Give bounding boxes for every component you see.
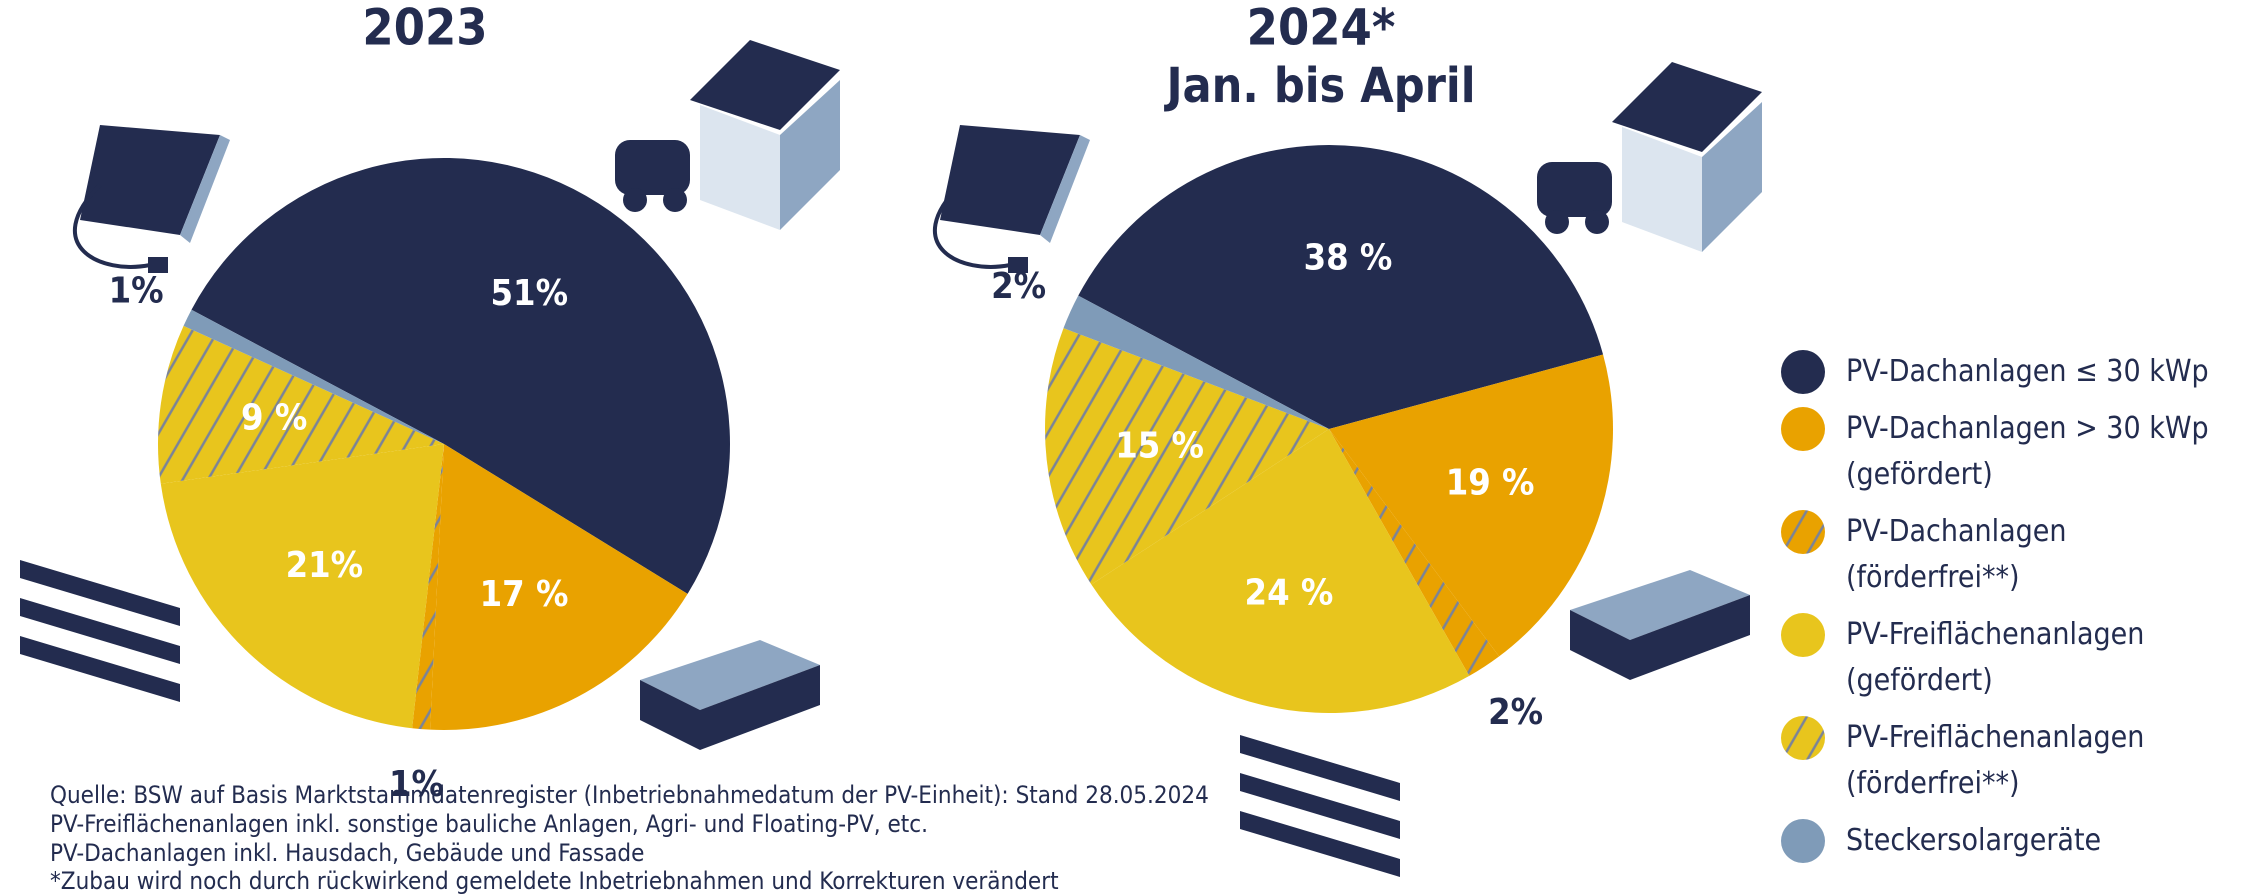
- icons: [20, 40, 1762, 878]
- pie-slice: [1329, 354, 1613, 657]
- balcony-panel-icon: [73, 125, 230, 273]
- legend-label: Steckersolargeräte: [1846, 823, 2102, 858]
- pie-slice: [1045, 328, 1329, 585]
- notes: Quelle: BSW auf Basis Marktstammdatenreg…: [50, 781, 1209, 894]
- data-label: 1%: [389, 764, 444, 805]
- legend-swatch: [1781, 407, 1825, 451]
- balcony-panel-icon: [933, 125, 1090, 273]
- pie-slice: [1078, 145, 1604, 430]
- pie-slice: [160, 444, 444, 729]
- data-label: 9 %: [241, 398, 307, 439]
- pie-slice: [158, 325, 444, 484]
- pie-slice: [1329, 429, 1500, 676]
- legend-swatch: [1781, 819, 1825, 863]
- data-label: 1%: [109, 270, 164, 311]
- legend-label: PV-Dachanlagen (förderfrei**): [1846, 514, 2067, 595]
- data-label: 21%: [286, 545, 364, 586]
- house-icon: [1537, 62, 1762, 252]
- legend-item: PV-Freiflächenanlagen (gefördert): [1780, 612, 2220, 704]
- pie-slice: [183, 309, 444, 444]
- data-label: 51%: [491, 273, 569, 314]
- data-label: 24 %: [1245, 573, 1334, 614]
- legend-item: PV-Dachanlagen ≤ 30 kWp: [1780, 349, 2220, 395]
- flat-roof-icon: [1570, 570, 1750, 680]
- legend-swatch: [1781, 510, 1825, 554]
- chart-subtitle: Jan. bis April: [1163, 58, 1475, 114]
- legend-label: PV-Dachanlagen > 30 kWp (gefördert): [1846, 411, 2209, 492]
- ground-panel-icon: [20, 560, 180, 703]
- legend: PV-Dachanlagen ≤ 30 kWp PV-Dachanlagen > …: [1780, 349, 2220, 875]
- chart-title: 2023: [362, 0, 487, 57]
- pie-slice: [1091, 429, 1470, 714]
- pie-slice: [191, 158, 730, 594]
- legend-swatch: [1781, 613, 1825, 657]
- data-label: 38 %: [1304, 238, 1393, 279]
- data-label: 2%: [1488, 692, 1543, 733]
- pie-slice: [1063, 295, 1329, 429]
- note: Quelle: BSW auf Basis Marktstammdatenreg…: [50, 781, 1209, 809]
- legend-item: PV-Dachanlagen (förderfrei**): [1780, 509, 2220, 601]
- legend-label: PV-Freiflächenanlagen (gefördert): [1846, 617, 2145, 698]
- legend-item: Steckersolargeräte: [1780, 818, 2220, 864]
- legend-swatch: [1781, 350, 1825, 394]
- legend-label: PV-Freiflächenanlagen (förderfrei**): [1846, 720, 2145, 801]
- house-icon: [615, 40, 840, 230]
- legend-swatch: [1781, 716, 1825, 760]
- note: PV-Dachanlagen inkl. Hausdach, Gebäude u…: [50, 839, 644, 867]
- data-label: 15 %: [1115, 425, 1204, 466]
- flat-roof-icon: [640, 640, 820, 750]
- legend-label: PV-Dachanlagen ≤ 30 kWp: [1846, 354, 2209, 389]
- data-label: 2%: [991, 266, 1046, 307]
- note: *Zubau wird noch durch rückwirkend gemel…: [50, 867, 1059, 894]
- pie-slice: [412, 444, 444, 730]
- pie-slice: [430, 444, 688, 730]
- data-label: 19 %: [1446, 462, 1535, 503]
- ground-panel-icon: [1240, 735, 1400, 878]
- legend-item: PV-Dachanlagen > 30 kWp (gefördert): [1780, 406, 2220, 498]
- chart-title: 2024*: [1247, 0, 1396, 57]
- data-label: 17 %: [480, 574, 569, 615]
- note: PV-Freiflächenanlagen inkl. sonstige bau…: [50, 810, 928, 838]
- legend-item: PV-Freiflächenanlagen (förderfrei**): [1780, 715, 2220, 807]
